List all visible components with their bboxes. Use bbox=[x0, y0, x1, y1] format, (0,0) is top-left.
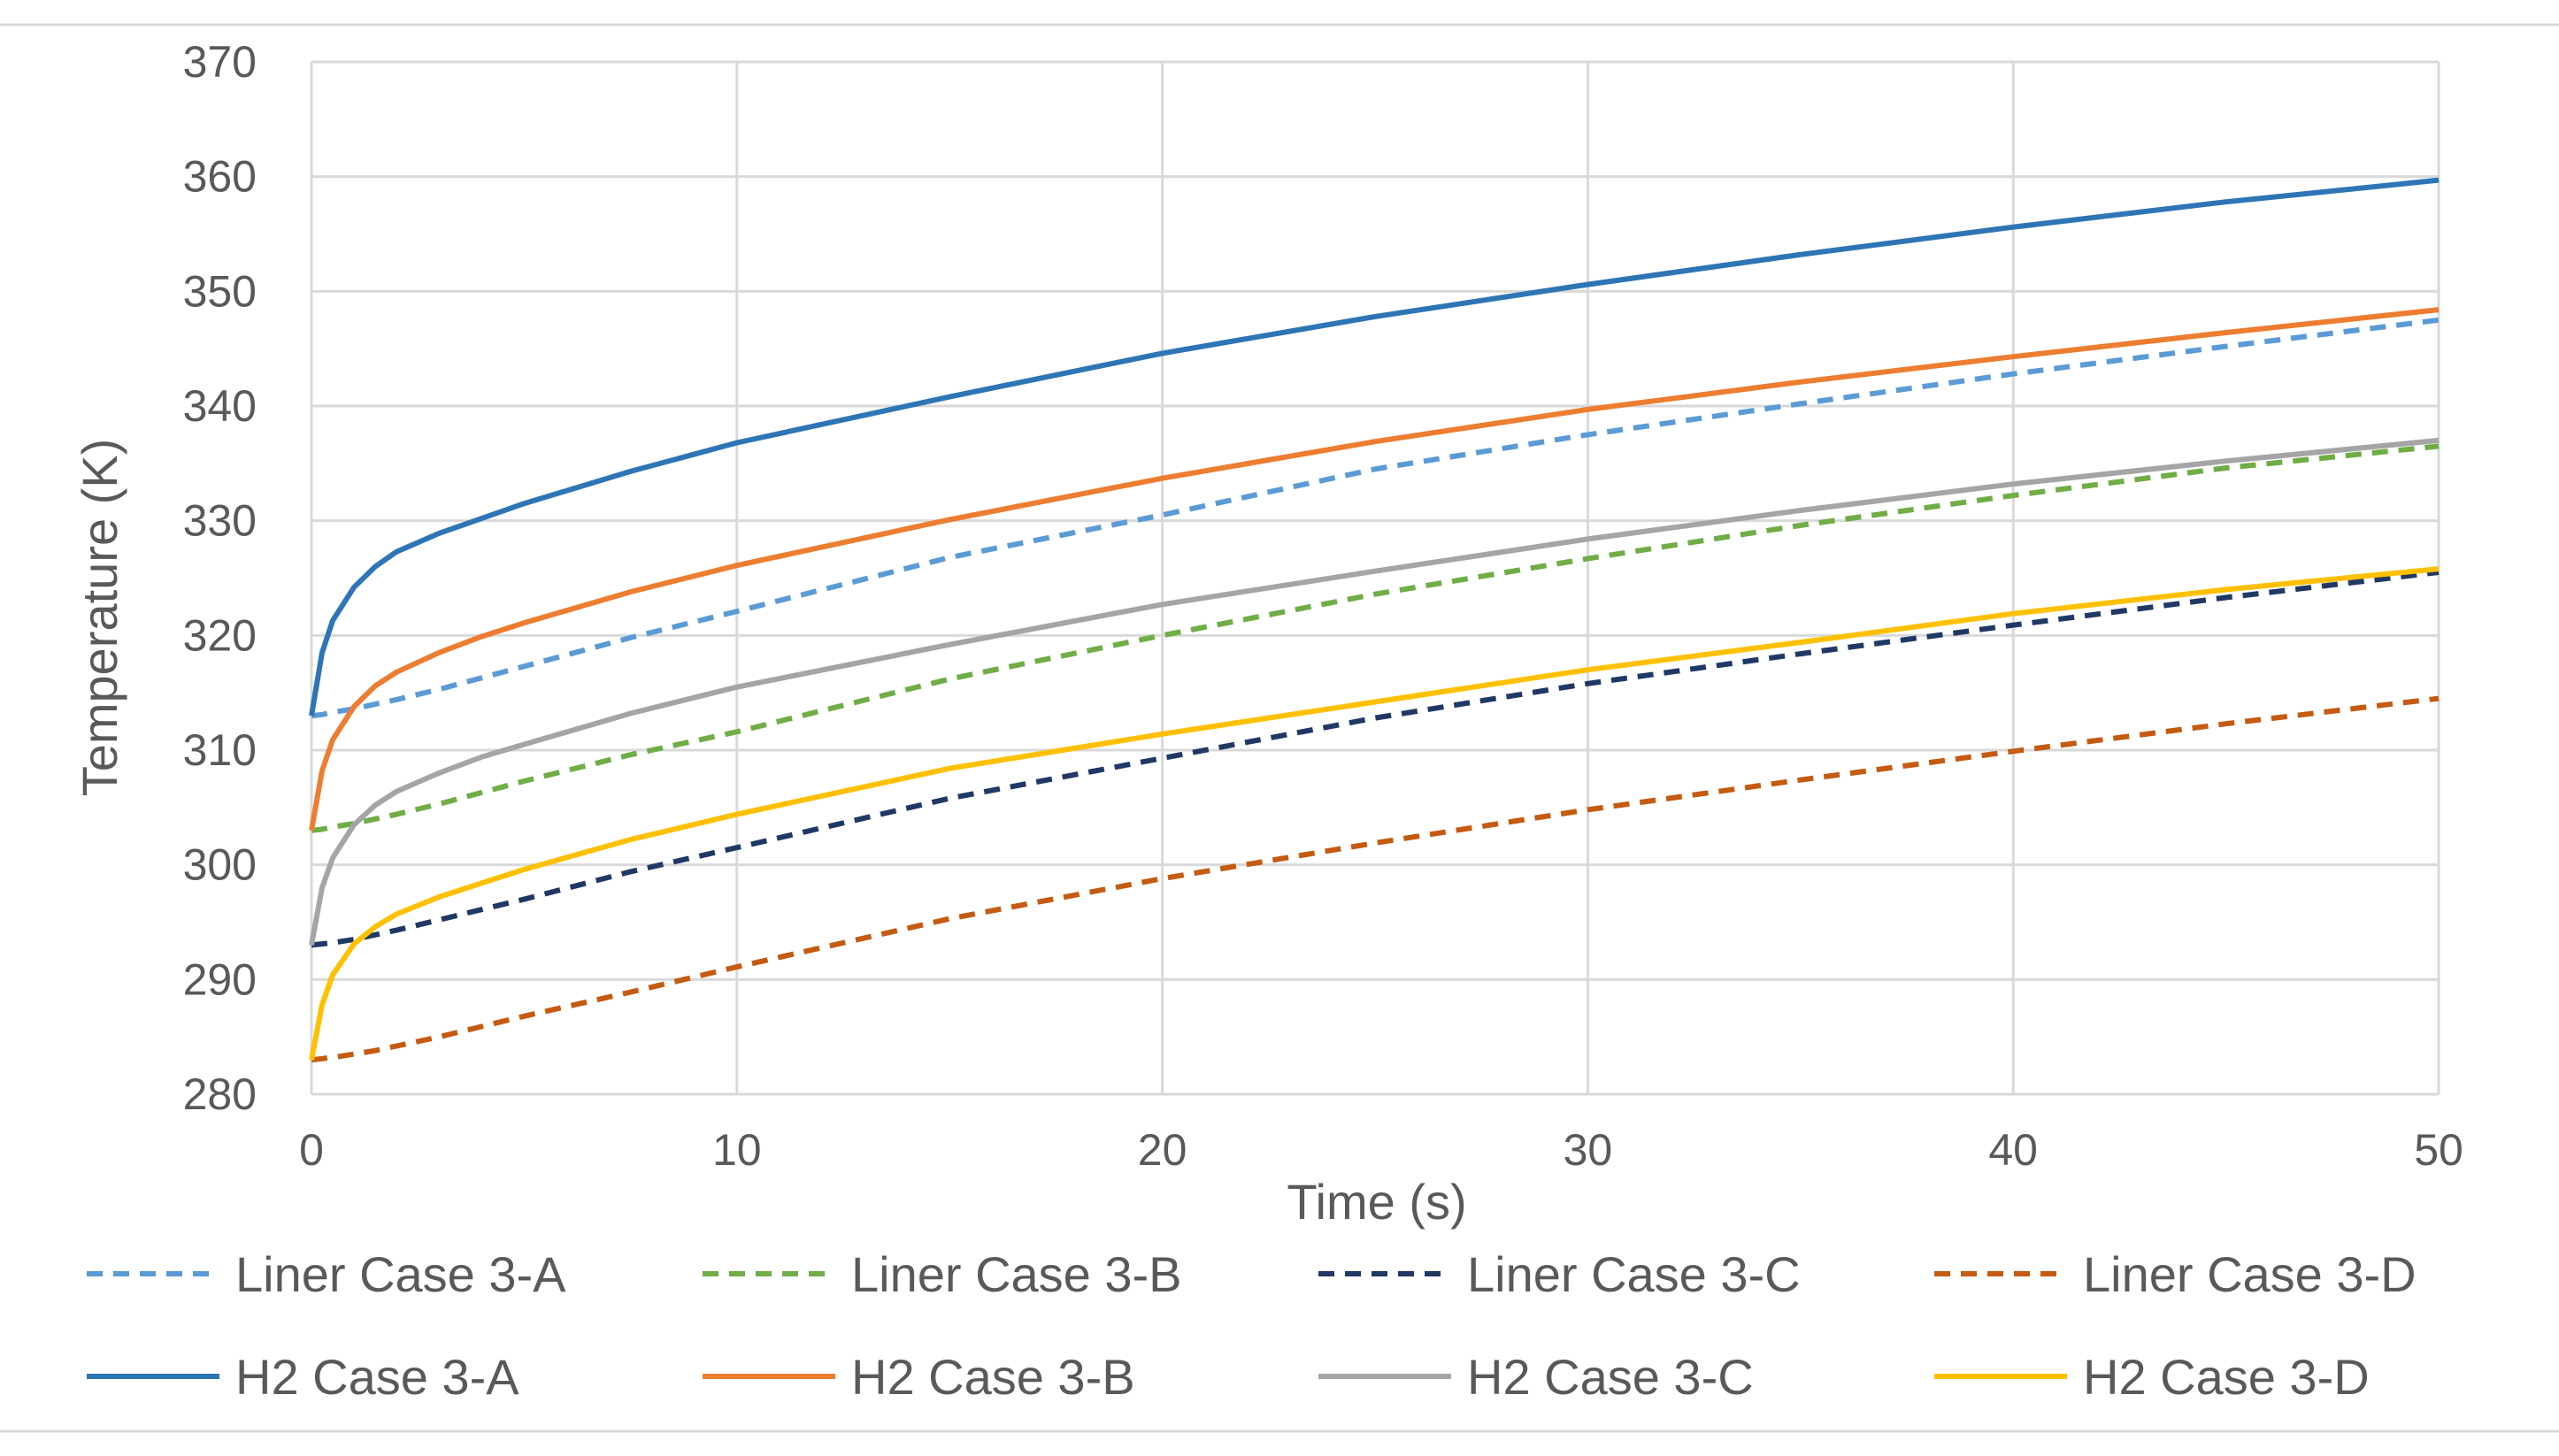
x-tick-label: 20 bbox=[1138, 1125, 1187, 1175]
legend-label: H2 Case 3-D bbox=[2083, 1349, 2370, 1405]
series-line bbox=[311, 317, 2440, 719]
legend-label: H2 Case 3-C bbox=[1467, 1349, 1754, 1405]
series-line bbox=[311, 695, 2440, 1063]
series-line bbox=[311, 443, 2440, 833]
legend-label: Liner Case 3-A bbox=[235, 1246, 566, 1302]
y-tick-label: 290 bbox=[183, 954, 257, 1004]
y-tick-label: 370 bbox=[183, 37, 257, 87]
y-tick-label: 350 bbox=[183, 266, 257, 316]
y-tick-label: 340 bbox=[183, 381, 257, 431]
chart-frame bbox=[0, 23, 2559, 1433]
x-tick-label: 0 bbox=[299, 1125, 324, 1175]
series-line bbox=[309, 307, 2440, 831]
y-tick-label: 300 bbox=[183, 840, 257, 890]
x-tick-label: 30 bbox=[1564, 1125, 1613, 1175]
legend-label: Liner Case 3-C bbox=[1467, 1246, 1801, 1302]
y-tick-label: 330 bbox=[183, 496, 257, 546]
x-axis-title: Time (s) bbox=[1287, 1174, 1466, 1230]
y-tick-label: 360 bbox=[183, 152, 257, 202]
y-tick-label: 310 bbox=[183, 725, 257, 775]
y-axis-title: Temperature (K) bbox=[72, 439, 127, 797]
legend-label: H2 Case 3-B bbox=[851, 1349, 1135, 1405]
x-tick-labels: 0 10 20 30 40 50 bbox=[299, 1125, 2463, 1175]
legend-label: Liner Case 3-D bbox=[2083, 1246, 2417, 1302]
series-line bbox=[309, 177, 2440, 717]
x-tick-label: 50 bbox=[2414, 1125, 2463, 1175]
x-tick-label: 40 bbox=[1988, 1125, 2038, 1175]
series-line bbox=[309, 437, 2440, 946]
series-line bbox=[311, 570, 2440, 948]
x-tick-label: 10 bbox=[712, 1125, 762, 1175]
series-line bbox=[309, 566, 2440, 1061]
legend-label: H2 Case 3-A bbox=[235, 1349, 519, 1405]
y-tick-label: 280 bbox=[183, 1069, 257, 1119]
legend-label: Liner Case 3-B bbox=[851, 1246, 1182, 1302]
grid bbox=[310, 60, 2440, 1096]
y-tick-label: 320 bbox=[183, 610, 257, 660]
legend: Liner Case 3-A Liner Case 3-B Liner Case 3… bbox=[87, 1246, 2417, 1405]
y-tick-labels: 280 290 300 310 320 330 340 350 360 370 bbox=[183, 37, 257, 1119]
series-layer bbox=[309, 177, 2440, 1063]
